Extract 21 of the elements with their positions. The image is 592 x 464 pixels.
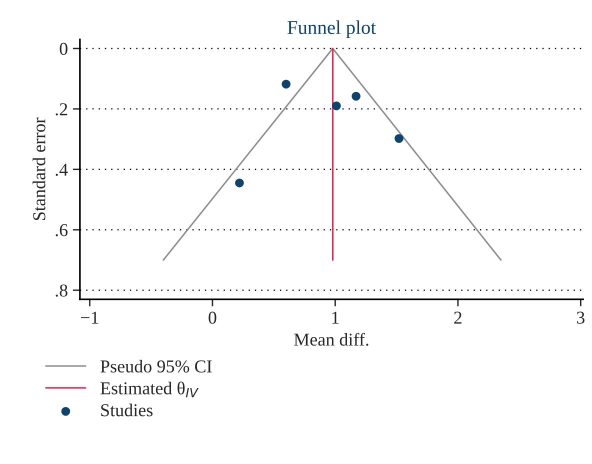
x-tick-label: 2 xyxy=(454,312,462,324)
y-tick-label: 0 xyxy=(60,42,68,55)
y-tick-label: .8 xyxy=(56,284,68,297)
chart-title: Funnel plot xyxy=(288,20,376,38)
legend-label: Pseudo 95% CI xyxy=(100,360,212,373)
x-tick-label: 1 xyxy=(332,312,339,324)
y-tick-label: .4 xyxy=(56,164,68,176)
y-axis-title: Standard error xyxy=(32,118,46,220)
point xyxy=(282,80,290,89)
x-tick-label: −1 xyxy=(81,312,98,324)
point xyxy=(352,92,360,101)
legend-label: Studies xyxy=(101,404,153,416)
x-axis-title: Mean diff. xyxy=(294,332,368,346)
x-tick-label: 0 xyxy=(208,312,216,324)
point xyxy=(235,178,244,188)
y-tick-label: .6 xyxy=(56,224,68,236)
legend-label: Estimated θ$_{IV}$ xyxy=(100,382,199,398)
x-tick-label: 3 xyxy=(577,312,584,324)
point xyxy=(332,102,341,110)
y-tick-label: .2 xyxy=(56,103,68,116)
point xyxy=(394,134,404,143)
